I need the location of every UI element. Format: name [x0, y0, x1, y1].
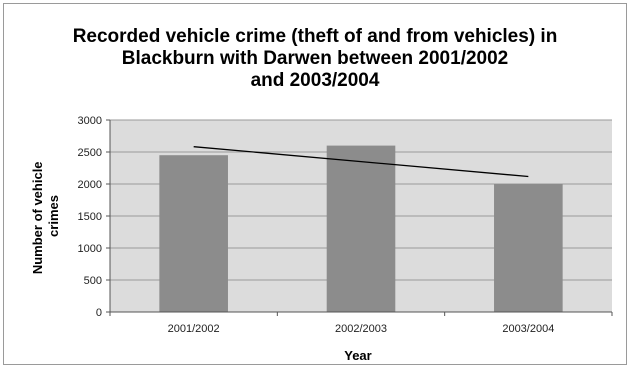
- chart-title-line-2: Blackburn with Darwen between 2001/2002: [121, 48, 509, 69]
- y-tick-label: 1500: [78, 211, 102, 223]
- x-axis-ticks: 2001/2002 2002/2003 2003/2004: [109, 312, 613, 335]
- chart-title-line-1: Recorded vehicle crime (theft of and fro…: [72, 26, 558, 47]
- y-axis-ticks: 0 500 1000 1500 2000 2500 3000: [78, 115, 110, 319]
- y-tick-label: 2000: [78, 179, 102, 191]
- x-axis-label: Year: [344, 348, 371, 363]
- y-tick-label: 1000: [78, 243, 102, 255]
- trendline-group: [193, 146, 529, 178]
- y-tick-label: 0: [96, 307, 102, 319]
- y-axis-label: Number of vehicle crimes: [30, 158, 61, 274]
- bar: [326, 145, 396, 312]
- trendline: [193, 146, 529, 178]
- y-axis-label-line-1: Number of vehicle: [30, 161, 45, 274]
- bar: [159, 155, 228, 312]
- chart-title-line-3: and 2003/2004: [250, 70, 380, 91]
- bar: [494, 184, 563, 312]
- y-tick-label: 3000: [78, 115, 102, 127]
- y-axis-label-line-2: crimes: [46, 195, 61, 237]
- x-tick-label: 2003/2004: [502, 323, 554, 335]
- x-tick-label: 2002/2003: [335, 323, 387, 335]
- bars: [159, 145, 563, 312]
- chart-title: Recorded vehicle crime (theft of and fro…: [20, 26, 610, 92]
- axes: [109, 120, 612, 313]
- y-tick-label: 2500: [78, 147, 102, 159]
- y-tick-label: 500: [84, 275, 102, 287]
- x-tick-label: 2001/2002: [168, 323, 220, 335]
